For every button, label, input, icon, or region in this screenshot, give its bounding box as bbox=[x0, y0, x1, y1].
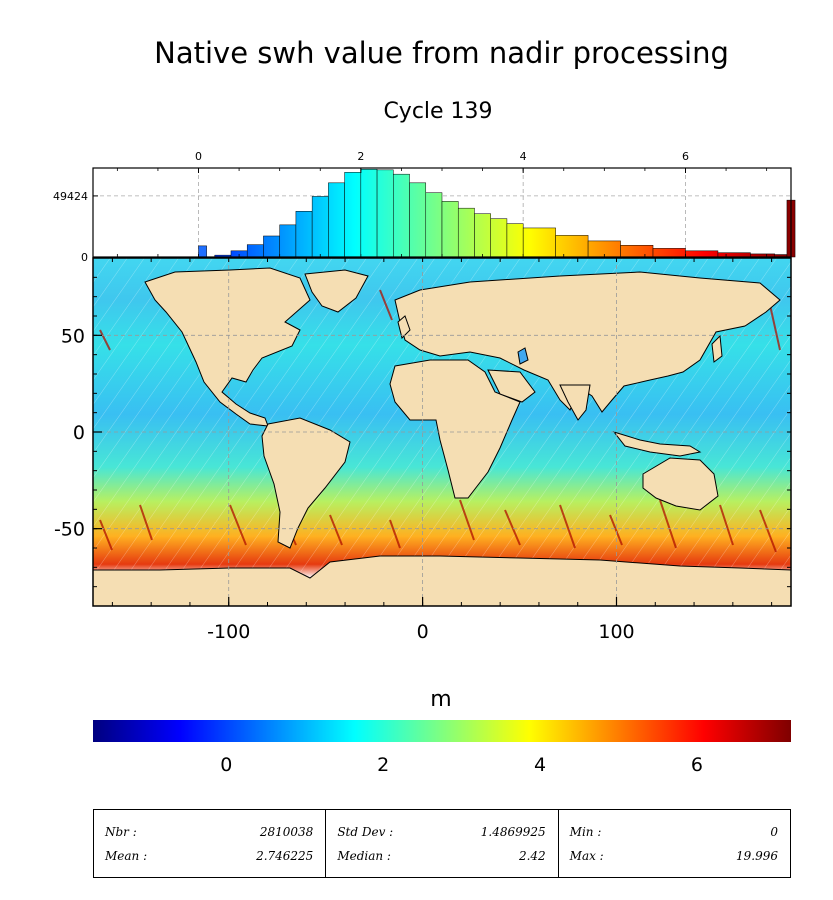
hist-bar bbox=[311, 196, 329, 258]
hist-bar bbox=[376, 169, 394, 258]
colorbar-ticks: 0 2 4 6 bbox=[220, 754, 703, 776]
hist-bar bbox=[457, 207, 475, 258]
hist-bar bbox=[409, 182, 427, 258]
median-value: 2.42 bbox=[518, 849, 546, 863]
colorbar-label: m bbox=[430, 687, 451, 712]
hist-bar bbox=[717, 252, 751, 258]
hist-bar bbox=[506, 223, 524, 258]
hist-bar bbox=[652, 248, 686, 258]
colorbar: m 0 2 4 6 bbox=[93, 687, 791, 776]
map-tick-label-y: 0 bbox=[73, 422, 85, 444]
histogram-bars bbox=[198, 168, 796, 258]
land-masses bbox=[93, 267, 791, 606]
hist-bar bbox=[393, 173, 410, 258]
hist-bar bbox=[246, 244, 264, 258]
stats-col-3: Min : 0 Max : 19.996 bbox=[559, 810, 790, 877]
map-tick-label-x: 0 bbox=[417, 621, 429, 643]
hist-tick-label-x: 2 bbox=[357, 150, 364, 163]
colorbar-gradient bbox=[93, 720, 791, 742]
mean-label: Mean : bbox=[105, 849, 148, 863]
min-label: Min : bbox=[569, 825, 602, 839]
hist-bar bbox=[522, 227, 556, 258]
nbr-value: 2810038 bbox=[259, 825, 314, 839]
hist-bar bbox=[441, 201, 459, 258]
colorbar-tick-label: 2 bbox=[377, 754, 389, 776]
hist-tick-label-y: 0 bbox=[81, 251, 88, 264]
hist-bar bbox=[328, 182, 345, 258]
map-tick-label-x: 100 bbox=[598, 621, 634, 643]
hist-tick-label-x: 6 bbox=[682, 150, 689, 163]
map-ticks: -100 0 100 -50 0 50 bbox=[54, 258, 791, 643]
median-label: Median : bbox=[337, 849, 391, 863]
max-label: Max : bbox=[569, 849, 604, 863]
std-label: Std Dev : bbox=[337, 825, 394, 839]
colorbar-tick-label: 0 bbox=[220, 754, 232, 776]
hist-bar bbox=[344, 172, 362, 258]
mean-value: 2.746225 bbox=[256, 849, 314, 863]
std-value: 1.4869925 bbox=[480, 825, 546, 839]
stats-col-1: Nbr : 2810038 Mean : 2.746225 bbox=[94, 810, 327, 877]
hist-bar bbox=[474, 213, 491, 258]
colorbar-tick-label: 4 bbox=[534, 754, 546, 776]
min-value: 0 bbox=[770, 825, 778, 839]
hist-bar bbox=[425, 192, 443, 258]
stats-table: Nbr : 2810038 Mean : 2.746225 Std Dev : 1.4… bbox=[93, 809, 791, 878]
hist-bar bbox=[360, 168, 378, 258]
figure-subtitle: Cycle 139 bbox=[383, 99, 493, 124]
hist-bar bbox=[279, 224, 297, 258]
hist-bar bbox=[198, 245, 207, 258]
histogram-panel: 0 2 4 6 0 49424 bbox=[53, 150, 796, 264]
chart-canvas: 0 2 4 6 0 49424 bbox=[53, 150, 796, 776]
map-grid bbox=[93, 258, 791, 606]
colorbar-tick-label: 6 bbox=[691, 754, 703, 776]
map-tick-label-x: -100 bbox=[207, 621, 250, 643]
hist-bar bbox=[295, 211, 313, 258]
max-value: 19.996 bbox=[735, 849, 778, 863]
hist-bar bbox=[263, 235, 280, 258]
map-tick-label-y: -50 bbox=[54, 519, 85, 541]
map-tick-label-y: 50 bbox=[61, 325, 85, 347]
map-panel: -100 0 100 -50 0 50 bbox=[54, 257, 792, 643]
figure-title: Native swh value from nadir processing bbox=[154, 36, 729, 70]
hist-bar bbox=[620, 245, 654, 258]
nbr-label: Nbr : bbox=[105, 825, 137, 839]
hist-bar bbox=[555, 235, 589, 258]
stats-col-2: Std Dev : 1.4869925 Median : 2.42 bbox=[326, 810, 559, 877]
hist-bar bbox=[490, 218, 508, 258]
hist-tick-label-x: 0 bbox=[195, 150, 202, 163]
hist-tick-label-x: 4 bbox=[520, 150, 527, 163]
hist-bar bbox=[685, 250, 719, 258]
hist-tick-label-y: 49424 bbox=[53, 190, 88, 203]
